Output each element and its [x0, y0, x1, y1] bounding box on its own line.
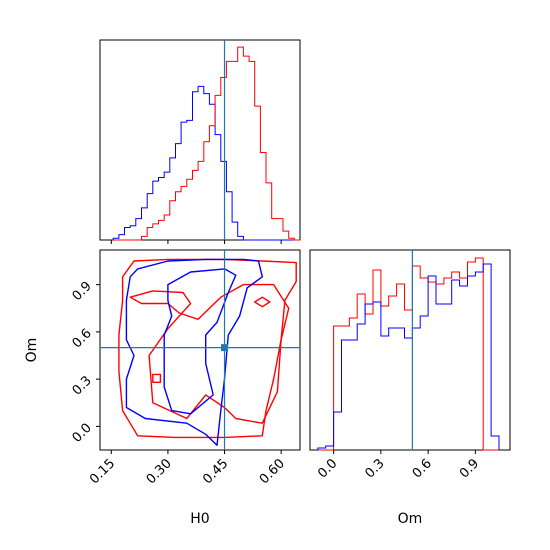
om-x-tick-label: 0.9 [457, 456, 482, 481]
h0-om-contour-panel [100, 250, 300, 450]
om-y-tick-label: 0.0 [70, 421, 95, 446]
om-marginal-histogram [317, 250, 500, 451]
om-y-tick-label: 0.6 [70, 326, 95, 351]
panel-frame-h0-hist [99, 39, 301, 241]
panel-frame-contour [99, 249, 301, 451]
h0-hist-series-b [112, 85, 300, 241]
om-hist-series-a [317, 257, 499, 451]
om-y-tick-label: 0.9 [70, 279, 95, 304]
om-x-tick-label: 0.3 [362, 456, 387, 481]
contour-series-a-blob-1 [152, 373, 162, 383]
x-axis-label-h0: H0 [190, 511, 209, 527]
h0-x-tick-label: 0.30 [144, 456, 175, 487]
om-x-tick-label: 0.0 [315, 456, 340, 481]
contour-truth-marker [221, 344, 229, 352]
om-hist-series-b [317, 263, 500, 450]
h0-x-tick-label: 0.60 [257, 456, 288, 487]
contour-series-b-outer [125, 258, 263, 446]
h0-x-tick-label: 0.15 [87, 456, 118, 487]
h0-marginal-histogram [110, 40, 300, 244]
tick-labels: 0.15 0.30 0.45 0.60 0.0 0.3 0.6 0.9 0.0 0.3 0.6 0.9 [70, 279, 483, 487]
panel-frame-om-hist [309, 249, 511, 451]
contour-series-a-outer [118, 258, 297, 439]
om-y-tick-label: 0.3 [70, 373, 95, 398]
x-axis-label-om: Om [398, 511, 423, 527]
y-axis-label-om: Om [24, 338, 40, 363]
h0-x-tick-label: 0.45 [200, 456, 231, 487]
om-x-tick-label: 0.6 [410, 456, 435, 481]
h0-hist-series-a [113, 46, 300, 241]
contour-series-b-inner [163, 268, 237, 415]
contour-series-a-blob-2 [254, 296, 271, 308]
contour-series-a-inner [129, 283, 290, 424]
